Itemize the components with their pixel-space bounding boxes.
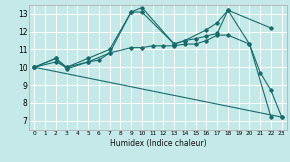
X-axis label: Humidex (Indice chaleur): Humidex (Indice chaleur) <box>110 139 206 148</box>
